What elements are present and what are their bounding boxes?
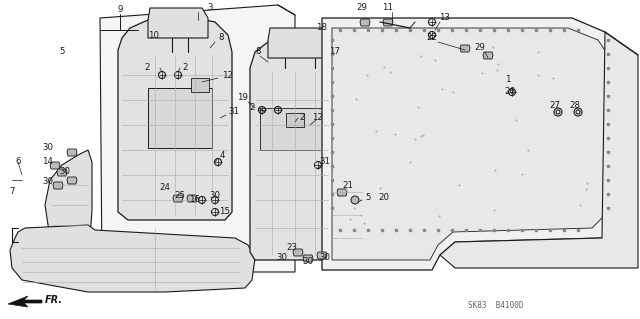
Polygon shape — [440, 32, 638, 268]
Text: 15: 15 — [220, 207, 230, 217]
Polygon shape — [328, 165, 365, 262]
Text: 24: 24 — [159, 183, 170, 192]
Polygon shape — [67, 177, 77, 184]
Polygon shape — [317, 252, 327, 259]
Polygon shape — [148, 88, 212, 148]
Text: 30: 30 — [42, 144, 54, 152]
Text: 29: 29 — [475, 43, 485, 53]
Polygon shape — [8, 296, 42, 307]
Text: 8: 8 — [218, 33, 223, 42]
Text: 2: 2 — [182, 63, 188, 72]
Text: 4: 4 — [220, 151, 225, 160]
Text: 29: 29 — [356, 4, 367, 12]
Polygon shape — [360, 19, 370, 26]
Text: 2: 2 — [145, 63, 150, 72]
Text: 30: 30 — [303, 257, 314, 266]
Polygon shape — [250, 40, 332, 260]
Polygon shape — [10, 225, 255, 292]
Text: 30: 30 — [209, 190, 221, 199]
Polygon shape — [100, 5, 295, 272]
Text: 20: 20 — [378, 194, 389, 203]
Polygon shape — [67, 149, 77, 156]
Text: 23: 23 — [287, 243, 298, 253]
Text: 30: 30 — [319, 254, 330, 263]
Text: 6: 6 — [15, 158, 20, 167]
Polygon shape — [148, 8, 208, 38]
Polygon shape — [460, 45, 470, 52]
Text: 31: 31 — [319, 158, 330, 167]
Bar — [191, 78, 209, 92]
Text: 18: 18 — [317, 24, 328, 33]
Polygon shape — [50, 162, 60, 169]
Polygon shape — [383, 19, 393, 26]
Text: FR.: FR. — [45, 295, 63, 305]
Text: 28: 28 — [570, 100, 580, 109]
Polygon shape — [260, 108, 322, 150]
Polygon shape — [322, 18, 618, 270]
Text: 10: 10 — [148, 31, 159, 40]
Text: 19: 19 — [237, 93, 248, 102]
Text: 13: 13 — [440, 13, 451, 23]
Text: 22: 22 — [426, 33, 438, 42]
Text: 26: 26 — [504, 87, 515, 97]
Text: 27: 27 — [550, 100, 561, 109]
Text: 8: 8 — [255, 48, 260, 56]
Text: 30: 30 — [42, 177, 54, 187]
Polygon shape — [332, 28, 608, 260]
Polygon shape — [337, 189, 347, 196]
Text: 2: 2 — [249, 103, 255, 113]
Text: 3: 3 — [207, 4, 212, 12]
Text: 7: 7 — [9, 188, 15, 197]
Text: 12: 12 — [312, 114, 323, 122]
Polygon shape — [293, 249, 303, 256]
Polygon shape — [53, 182, 63, 189]
Text: 17: 17 — [330, 48, 340, 56]
Text: 9: 9 — [117, 5, 123, 14]
Text: 2: 2 — [300, 114, 305, 122]
Polygon shape — [173, 195, 183, 202]
Polygon shape — [118, 18, 232, 220]
Polygon shape — [268, 28, 330, 58]
Text: 12: 12 — [222, 70, 233, 79]
Bar — [286, 113, 304, 127]
Text: 5: 5 — [60, 48, 65, 56]
Polygon shape — [45, 150, 92, 245]
Text: 5: 5 — [365, 194, 371, 203]
Text: 30: 30 — [60, 167, 70, 176]
Polygon shape — [483, 52, 493, 59]
Text: SK83  B4100D: SK83 B4100D — [468, 300, 524, 309]
Polygon shape — [303, 255, 313, 262]
Polygon shape — [187, 195, 197, 202]
Circle shape — [351, 196, 359, 204]
Text: 30: 30 — [276, 254, 287, 263]
Text: 11: 11 — [383, 4, 394, 12]
Polygon shape — [57, 169, 67, 176]
Text: 31: 31 — [228, 108, 239, 116]
Text: 14: 14 — [42, 158, 54, 167]
Text: 25: 25 — [175, 190, 186, 199]
Text: 1: 1 — [505, 76, 511, 85]
Text: 16: 16 — [189, 196, 200, 204]
Text: 21: 21 — [342, 181, 353, 189]
